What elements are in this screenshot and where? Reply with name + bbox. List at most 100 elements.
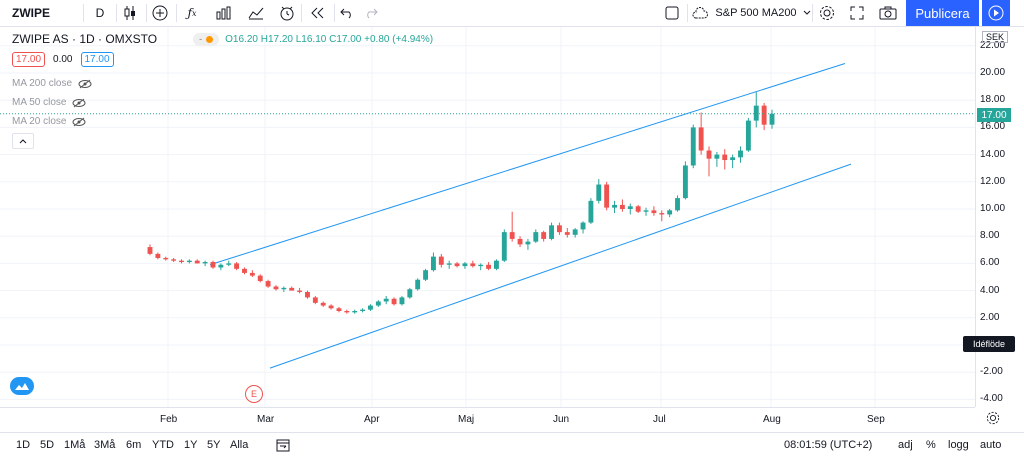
- layout-name[interactable]: S&P 500 MA200: [715, 7, 797, 19]
- candle-body: [580, 222, 586, 230]
- ma50-legend[interactable]: MA 50 close: [12, 97, 86, 108]
- alert-clock-icon[interactable]: [277, 0, 297, 26]
- gear-icon[interactable]: [817, 0, 837, 26]
- compare-add-icon[interactable]: [150, 0, 170, 26]
- range-button[interactable]: 1D: [16, 439, 31, 451]
- cloud-logo-icon[interactable]: [10, 377, 34, 395]
- candle-body: [423, 270, 429, 280]
- market-status-dot: [206, 35, 214, 43]
- candle-body: [722, 154, 728, 161]
- currency-label[interactable]: SEK: [982, 31, 1009, 43]
- range-button[interactable]: 1Y: [184, 439, 198, 451]
- date-range-icon[interactable]: [276, 438, 290, 455]
- chart-pane[interactable]: [0, 27, 976, 407]
- candle-body: [730, 157, 736, 161]
- auto-toggle[interactable]: auto: [980, 439, 1002, 451]
- candle-body: [186, 260, 192, 263]
- candle-body: [179, 260, 184, 263]
- log-toggle[interactable]: logg: [948, 439, 969, 451]
- idea-stream-button[interactable]: Idéflöde: [963, 336, 1015, 352]
- candle-body: [588, 200, 594, 223]
- fullscreen-icon[interactable]: [847, 0, 867, 26]
- time-tick: Jul: [653, 414, 666, 425]
- select-checkbox[interactable]: [664, 0, 680, 26]
- ask-price[interactable]: 17.00: [80, 52, 114, 67]
- bid-price[interactable]: 17.00: [12, 52, 46, 67]
- last-price-label: 17.00: [977, 108, 1011, 122]
- price-tick: -2.00: [980, 366, 1003, 378]
- candle-body: [564, 232, 570, 235]
- price-axis[interactable]: 22.00 20.00 18.00 16.00 14.00 12.00 10.00 8.00 6…: [976, 27, 1024, 407]
- candle-body: [194, 260, 200, 264]
- ohlc-values: O16.20 H17.20 L16.10 C17.00 +0.80 (+4.94…: [225, 33, 434, 45]
- undo-icon[interactable]: [338, 0, 356, 26]
- trend-channel-upper: [209, 63, 846, 266]
- range-button[interactable]: 6m: [126, 439, 142, 451]
- price-chart[interactable]: [0, 27, 975, 407]
- ma20-legend[interactable]: MA 20 close: [12, 116, 86, 127]
- adjust-toggle[interactable]: adj: [898, 439, 913, 451]
- candle-body: [738, 150, 743, 158]
- hidden-eye-icon[interactable]: [72, 117, 86, 127]
- candle-body: [454, 263, 460, 267]
- range-button[interactable]: 5D: [40, 439, 55, 451]
- play-icon[interactable]: [982, 0, 1010, 26]
- candle-body: [163, 257, 169, 260]
- axis-settings-gear-icon[interactable]: [986, 411, 1000, 430]
- toolbar-divider: [687, 4, 688, 22]
- candle-body: [635, 206, 641, 212]
- percent-toggle[interactable]: %: [926, 439, 936, 451]
- price-tick: 8.00: [980, 230, 1000, 242]
- collapse-legend-button[interactable]: [12, 133, 34, 149]
- candle-body: [619, 204, 625, 209]
- earnings-event-marker[interactable]: E: [245, 385, 263, 403]
- price-tick: 2.00: [980, 311, 1000, 323]
- time-axis[interactable]: Feb Mar Apr Maj Jun Jul Aug Sep: [0, 407, 975, 432]
- chart-type-icon[interactable]: [120, 0, 140, 26]
- interval-button[interactable]: D: [95, 6, 105, 20]
- candle-body: [273, 286, 279, 290]
- candle-body: [147, 247, 153, 254]
- market-status-badge[interactable]: -: [193, 32, 220, 46]
- legend-title: ZWIPE AS · 1D · OMXSTO: [12, 32, 158, 46]
- candle-body: [210, 262, 216, 268]
- publish-button[interactable]: Publicera: [906, 0, 979, 26]
- range-button[interactable]: 1Må: [64, 439, 86, 451]
- candle-body: [745, 120, 751, 151]
- hidden-eye-icon[interactable]: [72, 98, 86, 108]
- candle-body: [328, 305, 334, 309]
- price-tick: 22.00: [980, 39, 1006, 51]
- clock[interactable]: 08:01:59 (UTC+2): [784, 439, 873, 451]
- candle-body: [242, 268, 247, 273]
- range-button[interactable]: 5Y: [207, 439, 221, 451]
- symbol-search[interactable]: ZWIPE: [12, 6, 50, 20]
- templates-icon[interactable]: [246, 0, 266, 26]
- candle-body: [549, 225, 554, 239]
- redo-icon[interactable]: [362, 0, 380, 26]
- toolbar-divider: [334, 4, 335, 22]
- replay-icon[interactable]: [308, 0, 328, 26]
- chevron-down-icon[interactable]: [802, 0, 812, 26]
- candle-body: [627, 206, 633, 209]
- candle-body: [312, 297, 318, 303]
- candle-body: [675, 198, 680, 211]
- toolbar-divider: [301, 4, 302, 22]
- candle-body: [352, 311, 358, 313]
- financials-icon[interactable]: [214, 0, 234, 26]
- candle-body: [320, 302, 326, 306]
- range-button[interactable]: 3Må: [94, 439, 116, 451]
- candle-body: [470, 263, 476, 267]
- toolbar-divider: [116, 4, 117, 22]
- candle-body: [218, 264, 224, 268]
- candle-body: [249, 272, 255, 276]
- range-button[interactable]: Alla: [230, 439, 249, 451]
- range-button[interactable]: YTD: [152, 439, 174, 451]
- price-tick: 4.00: [980, 284, 1000, 296]
- ma200-legend[interactable]: MA 200 close: [12, 78, 92, 89]
- cloud-save-icon[interactable]: [692, 0, 708, 26]
- camera-icon[interactable]: [878, 0, 898, 26]
- hidden-eye-icon[interactable]: [78, 79, 92, 89]
- candle-body: [431, 256, 436, 271]
- candle-body: [769, 113, 775, 125]
